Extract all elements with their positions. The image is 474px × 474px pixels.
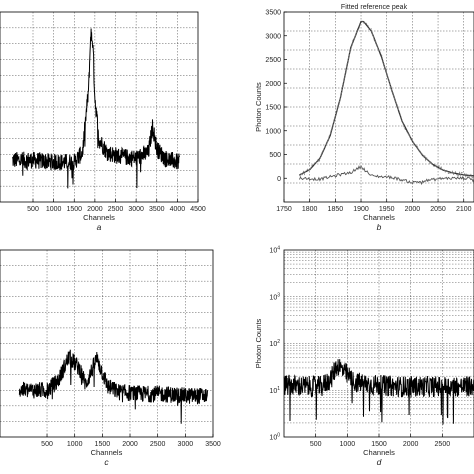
panel-b-grid bbox=[284, 12, 474, 202]
panel-d-y-axis-label: Photon Counts bbox=[254, 318, 263, 368]
panel-b-y-tick-label: 1000 bbox=[265, 128, 281, 135]
panel-a-x-tick-label: 4000 bbox=[170, 206, 186, 213]
panel-d-y-tick-label: 104 bbox=[269, 246, 280, 255]
panel-a-x-ticks: 500 1000 1500 2000 2500 3000 3500 4000 4500 bbox=[27, 199, 206, 213]
panel-a-axes-frame bbox=[0, 11, 199, 203]
panel-d-y-ticks: 100 101 102 103 104 bbox=[269, 246, 280, 442]
panel-d-y-tick-label: 101 bbox=[269, 386, 280, 395]
panel-c-x-tick-label: 3000 bbox=[178, 441, 194, 448]
panel-c: 500 1000 1500 2000 2500 3000 3500 Channels c bbox=[0, 249, 221, 467]
panel-a-spectrum-line bbox=[11, 28, 180, 189]
panel-c-x-axis-label: Channels bbox=[91, 448, 123, 457]
panel-b-title: Fitted reference peak bbox=[341, 4, 408, 11]
panel-c-x-tick-label: 1500 bbox=[95, 441, 111, 448]
panel-b-x-tick-label: 2000 bbox=[405, 206, 421, 213]
panel-b-y-tick-label: 1500 bbox=[265, 105, 281, 112]
panel-a-x-tick-label: 2000 bbox=[87, 206, 103, 213]
panel-c-x-ticks: 500 1000 1500 2000 2500 3000 3500 bbox=[41, 434, 221, 448]
panel-d-y-tick-label: 103 bbox=[269, 292, 280, 301]
panel-a-grid bbox=[0, 12, 198, 202]
panel-a-x-tick-label: 2500 bbox=[108, 206, 124, 213]
panel-b-y-tick-label: 2500 bbox=[265, 57, 281, 64]
panel-b-fitted-peak-line bbox=[299, 20, 474, 177]
panel-d-x-tick-label: 2500 bbox=[435, 441, 451, 448]
panel-b-x-tick-label: 1950 bbox=[379, 206, 395, 213]
panel-d-x-tick-label: 1500 bbox=[371, 441, 387, 448]
panel-d-grid bbox=[284, 250, 474, 437]
panel-b-x-tick-label: 1800 bbox=[302, 206, 318, 213]
panel-d-y-tick-label: 100 bbox=[269, 433, 280, 442]
panel-c-x-tick-label: 2500 bbox=[150, 441, 166, 448]
panel-d-caption: d bbox=[377, 457, 382, 467]
panel-a-x-tick-label: 4500 bbox=[190, 206, 206, 213]
panel-d: 500 1000 1500 2000 2500 100 101 102 103 104 Chan… bbox=[254, 246, 474, 467]
panel-a-x-tick-label: 500 bbox=[27, 206, 39, 213]
panel-d-y-tick-label: 102 bbox=[269, 339, 280, 348]
panel-c-grid bbox=[0, 250, 213, 437]
panel-b-residual-line bbox=[298, 165, 474, 186]
panel-d-spectrum-line bbox=[283, 359, 474, 425]
panel-c-x-tick-label: 500 bbox=[41, 441, 53, 448]
panel-a-x-tick-label: 3000 bbox=[128, 206, 144, 213]
panel-a-x-tick-label: 1500 bbox=[66, 206, 82, 213]
panel-a-x-axis-label: Channels bbox=[83, 213, 115, 222]
panel-b-y-tick-label: 0 bbox=[277, 176, 281, 183]
panel-c-x-tick-label: 3500 bbox=[205, 441, 221, 448]
panel-d-x-tick-label: 2000 bbox=[403, 441, 419, 448]
panel-c-caption: c bbox=[104, 457, 109, 467]
panel-a-x-tick-label: 3500 bbox=[149, 206, 165, 213]
panel-d-x-tick-label: 500 bbox=[310, 441, 322, 448]
panel-b-y-tick-label: 3500 bbox=[265, 10, 281, 17]
panel-c-x-tick-label: 2000 bbox=[122, 441, 138, 448]
panel-b-x-tick-label: 1850 bbox=[328, 206, 344, 213]
panel-c-x-tick-label: 1000 bbox=[67, 441, 83, 448]
panel-b-data-peak-line bbox=[299, 21, 474, 178]
panel-b-x-tick-label: 2100 bbox=[456, 206, 472, 213]
panel-b-caption: b bbox=[377, 222, 382, 232]
panel-c-spectrum-line bbox=[18, 349, 208, 424]
panel-a-x-tick-label: 1000 bbox=[46, 206, 62, 213]
panel-b-y-tick-label: 500 bbox=[269, 152, 281, 159]
panel-a-caption: a bbox=[97, 222, 102, 232]
panel-d-x-tick-label: 1000 bbox=[340, 441, 356, 448]
panel-b: 1750 1800 1850 1900 1950 2000 2050 2100 0 500 100… bbox=[254, 4, 474, 232]
panel-a: 500 1000 1500 2000 2500 3000 3500 4000 4500 Chan… bbox=[0, 11, 206, 232]
panel-b-y-axis-label: Photon Counts bbox=[254, 82, 263, 132]
panel-b-x-ticks: 1750 1800 1850 1900 1950 2000 2050 2100 bbox=[276, 199, 472, 213]
panel-d-x-axis-label: Channels bbox=[363, 448, 395, 457]
panel-b-x-tick-label: 1900 bbox=[353, 206, 369, 213]
panel-b-x-axis-label: Channels bbox=[363, 213, 395, 222]
panel-b-y-tick-label: 3000 bbox=[265, 33, 281, 40]
panel-c-axes-frame bbox=[0, 249, 214, 438]
panel-d-x-ticks: 500 1000 1500 2000 2500 bbox=[310, 434, 450, 448]
panel-b-x-tick-label: 1750 bbox=[276, 206, 292, 213]
panel-b-y-tick-label: 2000 bbox=[265, 81, 281, 88]
panel-b-x-tick-label: 2050 bbox=[430, 206, 446, 213]
panel-b-y-ticks: 0 500 1000 1500 2000 2500 3000 3500 bbox=[265, 10, 287, 183]
